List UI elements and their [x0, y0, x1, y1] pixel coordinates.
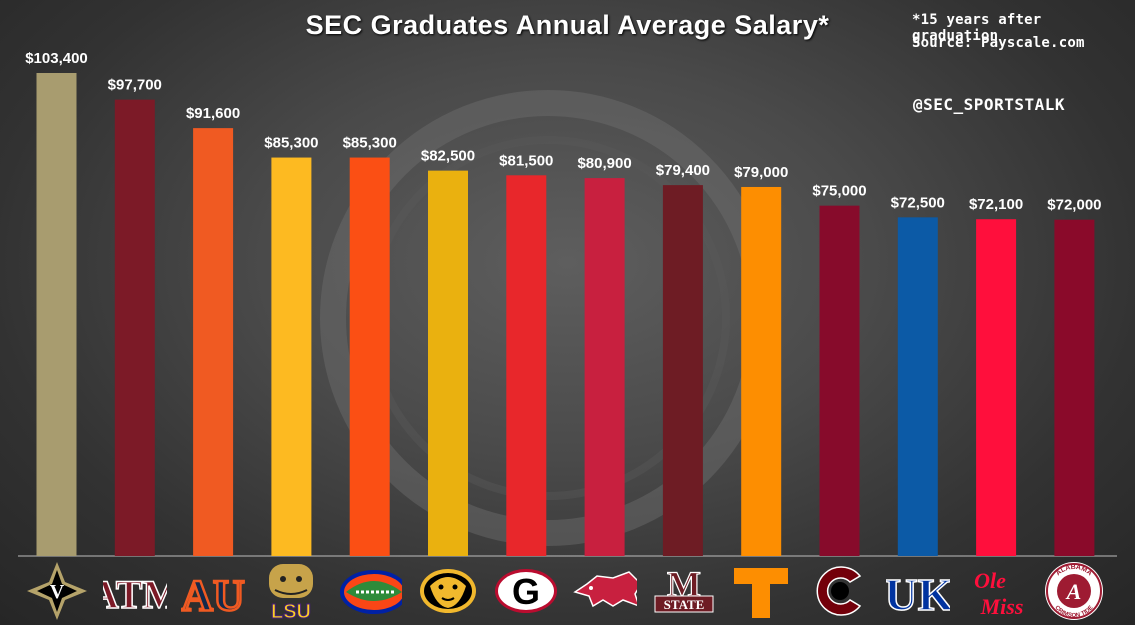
vanderbilt-logo: V	[25, 562, 89, 620]
bar-value-label: $79,400	[656, 162, 710, 179]
ole-miss-logo: Ole Miss	[964, 562, 1028, 620]
texas-am-logo: ATM	[103, 562, 167, 620]
bar-kentucky	[897, 217, 938, 556]
bar-value-label: $81,500	[499, 152, 553, 169]
svg-text:STATE: STATE	[664, 597, 705, 612]
bar-value-label: $72,500	[891, 194, 945, 211]
bar-value-label: $72,100	[969, 196, 1023, 213]
bar-lsu	[271, 157, 312, 557]
svg-text:Ole: Ole	[974, 568, 1006, 593]
bar-missouri	[428, 170, 468, 556]
svg-text:UK: UK	[886, 569, 950, 620]
svg-text:ATM: ATM	[103, 572, 167, 617]
bar-value-label: $97,700	[108, 77, 162, 94]
source-credit: Source: Payscale.com	[912, 35, 1085, 51]
bar-south-carolina	[819, 205, 860, 557]
svg-text:AU: AU	[181, 571, 245, 620]
bar-value-label: $85,300	[264, 135, 318, 152]
south-carolina-logo	[808, 562, 872, 620]
bar-auburn	[193, 128, 234, 556]
bar-georgia	[506, 175, 547, 557]
bar-value-label: $80,900	[577, 155, 631, 172]
bar-mississippi-state	[662, 185, 703, 556]
footnote: *15 years after graduation	[912, 12, 1042, 44]
svg-text:A: A	[1065, 579, 1082, 604]
bar-florida	[349, 157, 390, 557]
bar-value-label: $72,000	[1047, 197, 1101, 214]
svg-text:G: G	[512, 571, 540, 612]
svg-text:V: V	[49, 581, 64, 603]
bar-value-label: $85,300	[343, 135, 397, 152]
chart-title: SEC Graduates Annual Average Salary*	[305, 10, 830, 40]
georgia-logo: G	[494, 562, 558, 620]
arkansas-razorback-logo	[572, 562, 637, 620]
florida-gator-logo	[338, 562, 402, 620]
bar-arkansas	[584, 178, 625, 556]
tennessee-logo	[729, 562, 793, 620]
team-logo-row: VATMAULSUGMSTATEUKOleMissAALABAMACRIMSON…	[0, 558, 1135, 625]
bar-value-label: $82,500	[421, 148, 475, 165]
bar-value-label: $79,000	[734, 164, 788, 181]
bar-tennessee	[741, 186, 782, 556]
svg-text:LSU: LSU	[271, 601, 311, 620]
kentucky-logo: UK	[886, 562, 950, 620]
bar-value-label: $75,000	[812, 183, 866, 200]
alabama-logo: A ALABAMA CRIMSON TIDE	[1042, 562, 1106, 620]
bar-value-label: $103,400	[25, 50, 88, 67]
bar-texas-a-m	[114, 99, 155, 556]
missouri-tiger-logo	[416, 562, 480, 620]
bar-value-label: $91,600	[186, 105, 240, 122]
lsu-logo: LSU	[259, 562, 323, 620]
social-handle: @SEC_SPORTSTALK	[913, 95, 1065, 114]
auburn-logo: AU	[181, 562, 245, 620]
bar-alabama	[1054, 219, 1095, 556]
bar-ole-miss	[976, 219, 1017, 556]
bar-vanderbilt	[36, 73, 77, 556]
mississippi-state-logo: M STATE	[651, 562, 715, 620]
svg-text:Miss: Miss	[980, 594, 1024, 619]
